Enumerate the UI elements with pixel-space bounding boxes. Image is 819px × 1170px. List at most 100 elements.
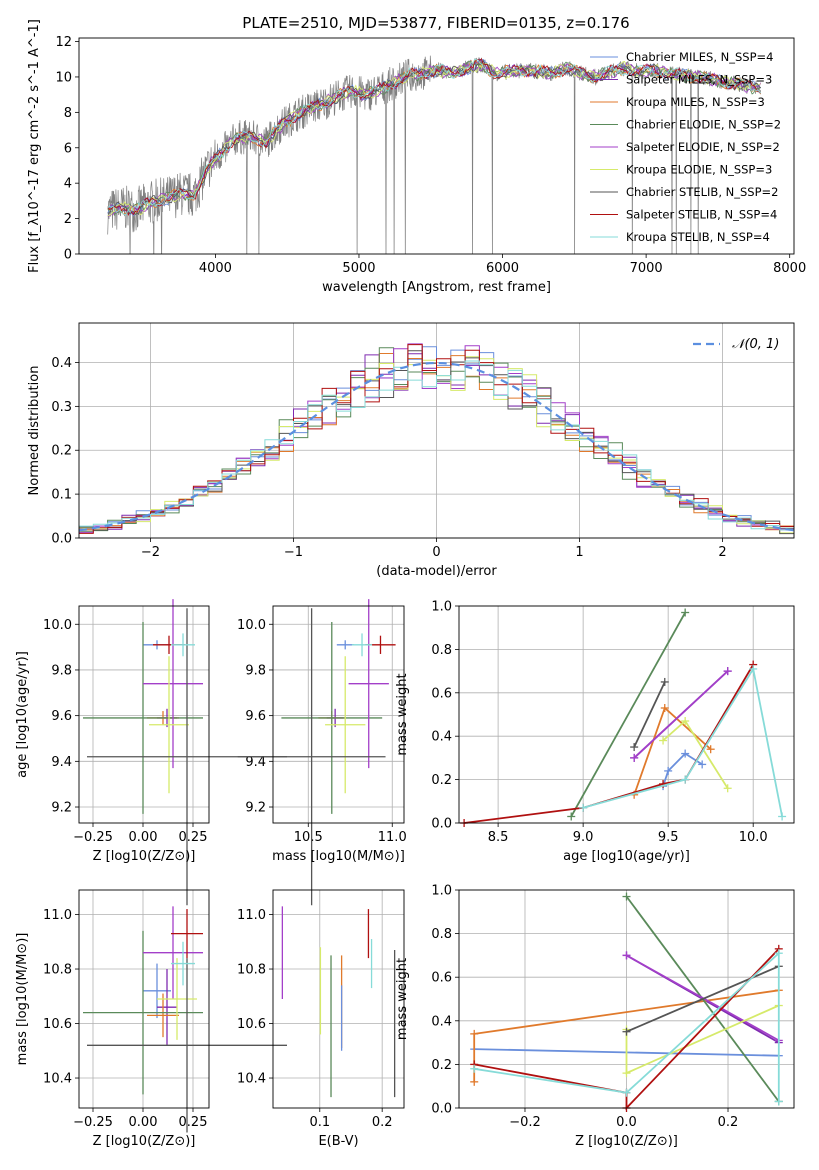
x-tick-label: 7000 — [630, 261, 663, 276]
legend-label: Salpeter ELODIE, N_SSP=2 — [626, 140, 780, 154]
x-tick-label: 10.0 — [739, 830, 768, 845]
model-spectrum-kroupa-stelib — [107, 58, 762, 216]
x-axis-label: age [log10(age/yr)] — [563, 849, 690, 864]
panel-age_vs_mass: 10.5 11.0 9.2 9.4 9.6 9.8 10.0 mass [log10(M/M⊙… — [237, 599, 407, 906]
errorbar-point — [83, 930, 203, 1095]
legend-label: Kroupa STELIB, N_SSP=4 — [626, 230, 770, 244]
axes-frame — [78, 889, 210, 1109]
y-tick-label: 9.6 — [51, 709, 72, 724]
plot-area-weight_vs_Z — [470, 892, 783, 1112]
axes-frame — [272, 889, 405, 1109]
x-tick-label: 0.1 — [309, 1115, 330, 1130]
y-axis-label: mass weight — [395, 958, 410, 1040]
y-tick-label: 9.4 — [245, 755, 266, 770]
legend-label: Kroupa MILES, N_SSP=3 — [626, 95, 765, 109]
y-tick-label: 10.8 — [43, 963, 72, 978]
errorbar-point — [149, 656, 189, 794]
panel-mass_vs_EBV: 0.1 0.2 10.4 10.6 10.8 11.0 E(B-V) — [237, 889, 405, 1149]
panel-mass_vs_Z: −0.25 0.00 0.25 10.4 10.6 10.8 11.0 Z [log10(Z/… — [15, 889, 287, 1149]
plot-area-mass_vs_Z — [83, 906, 287, 1133]
y-tick-label: 1.0 — [431, 884, 452, 899]
weight-line-chabrier-elodie — [570, 612, 686, 817]
x-tick-label: 0.25 — [179, 1115, 208, 1130]
errorbar-point — [157, 958, 197, 1040]
y-tick-label: 6 — [64, 141, 72, 156]
axes-frame — [78, 37, 795, 255]
y-tick-label: 0.4 — [51, 356, 72, 371]
errorbar-point — [171, 633, 195, 657]
y-tick-label: 10.8 — [237, 963, 266, 978]
x-tick-label: 0.00 — [129, 830, 158, 845]
x-tick-label: −0.25 — [73, 830, 113, 845]
y-axis-label: Normed distribution — [27, 366, 42, 496]
panel-residuals: −2 −1 0 1 2 0.0 0.1 0.2 0.3 0.4 (data-model)/error… — [27, 322, 795, 579]
panel-weight_vs_age: 8.5 9.0 9.5 10.0 0.0 0.2 0.4 0.6 0.8 1.0 age [log1… — [395, 600, 795, 864]
x-tick-label: 2 — [718, 545, 726, 560]
x-tick-label: 9.5 — [658, 830, 679, 845]
y-tick-label: 0.4 — [431, 1014, 452, 1029]
plot-area-weight_vs_age — [460, 608, 787, 827]
x-tick-label: 5000 — [342, 261, 375, 276]
weight-line-chabrier-stelib — [633, 681, 666, 748]
plot-area-age_vs_mass — [237, 599, 396, 906]
x-tick-label: 8000 — [773, 261, 806, 276]
errorbar-point — [83, 621, 203, 814]
errorbar-point — [157, 969, 177, 1046]
legend-label: 𝒩(0, 1) — [732, 337, 779, 352]
y-tick-label: 12 — [55, 35, 72, 50]
model-spectrum-chabrier-elodie — [107, 61, 761, 216]
x-axis-label: Z [log10(Z/Z⊙)] — [575, 1134, 678, 1149]
y-tick-label: 9.2 — [51, 801, 72, 816]
y-axis-label: Flux [f_λ10^-17 erg cm^-2 s^-1 A^-1] — [27, 19, 42, 273]
plot-area-mass_vs_EBV — [281, 906, 396, 1098]
y-tick-label: 10 — [55, 70, 72, 85]
errorbar-point — [351, 633, 373, 657]
legend-label: Chabrier STELIB, N_SSP=2 — [626, 185, 778, 199]
panel-weight_vs_Z: −0.2 0.0 0.2 0.0 0.2 0.4 0.6 0.8 1.0 Z [log10(Z/Z… — [395, 884, 795, 1149]
x-tick-label: 0.0 — [616, 1115, 637, 1130]
panel-age_vs_Z: −0.25 0.00 0.25 9.2 9.4 9.6 9.8 10.0 Z [log10(Z/… — [15, 599, 287, 906]
y-tick-label: 10.4 — [237, 1072, 266, 1087]
errorbar-point — [143, 906, 203, 999]
model-spectrum-salpeter-elodie — [107, 62, 762, 217]
errorbar-point — [348, 599, 389, 769]
y-tick-label: 10.6 — [43, 1017, 72, 1032]
axes-frame — [458, 889, 795, 1109]
y-tick-label: 11.0 — [237, 908, 266, 923]
histogram-chabrier-miles — [79, 346, 794, 530]
y-tick-label: 10.4 — [43, 1072, 72, 1087]
weight-line-salpeter-stelib — [474, 948, 780, 1111]
errorbar-point — [237, 608, 386, 906]
y-tick-label: 0.8 — [431, 927, 452, 942]
y-tick-label: 9.8 — [245, 663, 266, 678]
histogram-chabrier-stelib — [79, 350, 794, 535]
y-tick-label: 10.0 — [43, 618, 72, 633]
x-tick-label: −0.25 — [73, 1115, 113, 1130]
errorbar-point — [325, 656, 366, 794]
histogram-kroupa-stelib — [79, 360, 794, 531]
model-spectrum-salpeter-stelib — [107, 58, 762, 217]
y-tick-label: 9.2 — [245, 801, 266, 816]
errorbar-point — [171, 909, 203, 959]
y-tick-label: 9.4 — [51, 755, 72, 770]
y-tick-label: 9.6 — [245, 709, 266, 724]
legend-label: Kroupa ELODIE, N_SSP=3 — [626, 163, 772, 177]
y-tick-label: 0.4 — [431, 730, 452, 745]
y-tick-label: 9.8 — [51, 663, 72, 678]
weight-line-kroupa-elodie — [625, 1004, 780, 1075]
x-tick-label: 0.2 — [718, 1115, 739, 1130]
x-tick-label: 11.0 — [378, 830, 407, 845]
x-axis-label: E(B-V) — [318, 1134, 358, 1149]
y-axis-label: mass weight — [395, 673, 410, 755]
y-tick-label: 0.6 — [431, 686, 452, 701]
y-tick-label: 0.0 — [431, 817, 452, 832]
y-tick-label: 10.6 — [237, 1017, 266, 1032]
x-axis-label: (data-model)/error — [376, 564, 497, 579]
y-tick-label: 0.6 — [431, 971, 452, 986]
y-tick-label: 0.0 — [51, 532, 72, 547]
plot-area-residuals — [78, 343, 795, 535]
legend-label: Salpeter MILES, N_SSP=3 — [626, 73, 772, 87]
y-tick-label: 0.0 — [431, 1102, 452, 1117]
legend-label: Chabrier ELODIE, N_SSP=2 — [626, 118, 781, 132]
